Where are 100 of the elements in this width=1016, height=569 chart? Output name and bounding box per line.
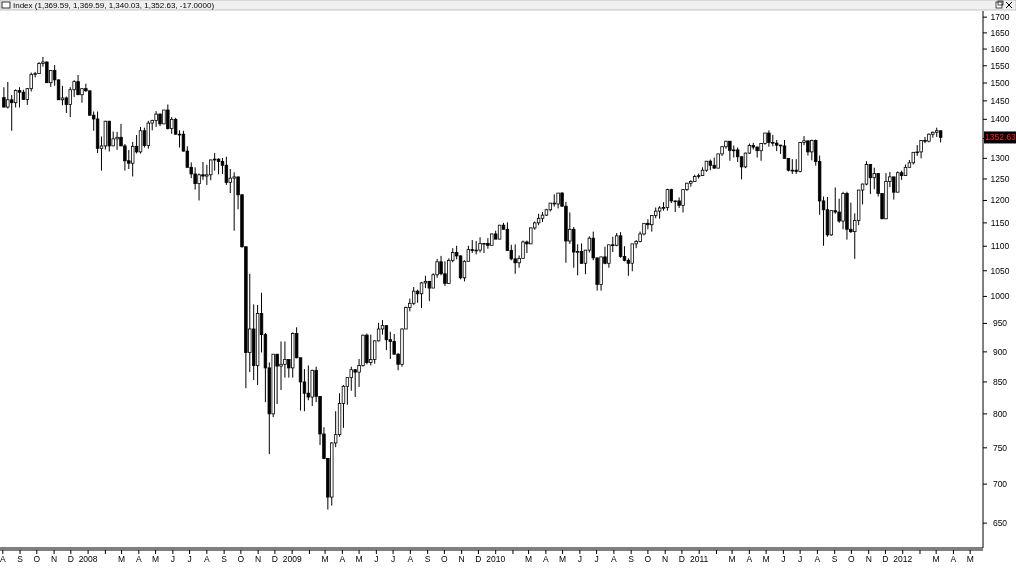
candlestick: [579, 242, 584, 265]
candlestick: [115, 131, 119, 151]
x-tick-label: M: [966, 554, 974, 564]
candlestick: [458, 254, 463, 280]
x-tick-label: A: [543, 554, 550, 564]
candlestick: [2, 86, 6, 108]
x-tick-label: O: [237, 554, 245, 564]
candlestick: [478, 236, 482, 254]
annotation: 1352.63: [985, 132, 1016, 143]
y-tick-label: 1600: [990, 44, 1010, 55]
y-tick-label: 1000: [990, 291, 1010, 302]
y-tick-label: 1200: [990, 195, 1010, 206]
x-tick-label: O: [33, 554, 41, 564]
x-tick-label: S: [221, 554, 228, 564]
x-tick-label: M: [321, 554, 329, 564]
x-tick-label: N: [662, 554, 669, 564]
x-tick-label: D: [678, 554, 685, 564]
x-tick-label: J: [797, 554, 803, 564]
x-tick-label: A: [204, 554, 211, 564]
x-tick-label: J: [390, 554, 396, 564]
y-tick-label: 1650: [990, 27, 1010, 38]
x-tick-label: M: [152, 554, 160, 564]
x-tick-label: O: [848, 554, 856, 564]
x-tick-label: S: [17, 554, 24, 564]
candlestick: [138, 126, 143, 154]
candlestick: [10, 94, 14, 132]
x-tick-label: N: [865, 554, 872, 564]
x-tick-label: J: [781, 554, 786, 564]
candlestick: [919, 139, 923, 159]
y-tick-label: 1250: [990, 173, 1010, 184]
candlestick: [76, 74, 80, 96]
candlestick: [892, 176, 896, 201]
candlestick: [513, 243, 517, 275]
candlestick: [228, 168, 232, 194]
y-tick-label: 850: [992, 376, 1008, 387]
x-tick-label: A: [136, 554, 142, 564]
candlestick: [201, 161, 205, 181]
x-tick-label: A: [814, 554, 821, 564]
x-tick-label: A: [611, 554, 618, 564]
y-tick-label: 750: [992, 442, 1008, 453]
candlestick: [279, 340, 283, 391]
candlestick: [728, 140, 732, 162]
candlestick: [895, 170, 900, 193]
x-tick-label: M: [118, 554, 126, 564]
x-tick-label: J: [170, 554, 175, 564]
x-tick-label: D: [882, 554, 889, 564]
x-tick-label: A: [950, 554, 957, 564]
candlestick: [154, 110, 158, 128]
candlestick: [224, 156, 229, 186]
x-tick-label: M: [762, 554, 770, 564]
y-tick-label: 1550: [990, 60, 1010, 71]
y-tick-label: 950: [992, 318, 1008, 329]
chart-title: Index (1,369.59, 1,369.59, 1,340.03, 1,352.63, -17.0000): [13, 1, 215, 10]
x-tick-label: A: [407, 554, 414, 564]
x-tick-label: 2011: [690, 554, 709, 564]
candlestick: [232, 171, 236, 232]
y-tick-label: 1100: [990, 241, 1010, 252]
x-tick-label: O: [644, 554, 652, 564]
x-tick-label: 2010: [486, 554, 506, 564]
candlestick: [13, 88, 18, 108]
x-tick-label: A: [0, 554, 6, 564]
y-tick-label: 800: [992, 408, 1008, 419]
x-tick-label: N: [458, 554, 465, 564]
x-tick-label: J: [594, 554, 599, 564]
candlestick: [193, 166, 197, 191]
x-tick-label: 2009: [282, 554, 302, 564]
candlestick: [482, 242, 486, 254]
x-tick-label: D: [67, 554, 74, 564]
candlestick: [166, 104, 170, 131]
y-tick-label: 1700: [990, 12, 1010, 23]
x-tick-label: J: [187, 554, 192, 564]
y-tick-label: 700: [992, 479, 1008, 490]
x-tick-label: N: [51, 554, 58, 564]
x-tick-label: N: [255, 554, 262, 564]
x-tick-label: J: [374, 554, 379, 564]
x-tick-label: S: [831, 554, 838, 564]
y-tick-label: 1050: [990, 265, 1010, 276]
y-tick-label: 650: [992, 518, 1008, 529]
candlestick: [349, 366, 353, 392]
x-tick-label: M: [355, 554, 363, 564]
x-tick-label: S: [424, 554, 431, 564]
y-tick-label: 900: [992, 346, 1008, 357]
x-tick-label: A: [746, 554, 753, 564]
x-tick-label: J: [577, 554, 582, 564]
x-tick-label: 2012: [893, 554, 913, 564]
x-tick-label: D: [475, 554, 482, 564]
x-tick-label: M: [932, 554, 940, 564]
y-tick-label: 1300: [990, 153, 1010, 164]
x-tick-label: D: [271, 554, 278, 564]
candlestick: [872, 167, 876, 190]
candlestick: [369, 334, 373, 366]
y-tick-label: 1500: [990, 78, 1010, 89]
y-tick-label: 1400: [990, 114, 1010, 125]
candlestick: [486, 237, 490, 250]
x-tick-label: M: [525, 554, 533, 564]
y-tick-label: 1150: [990, 217, 1010, 228]
candlestick: [353, 368, 357, 398]
x-tick-label: 2008: [78, 554, 98, 564]
x-tick-label: A: [339, 554, 346, 564]
x-tick-label: S: [628, 554, 635, 564]
